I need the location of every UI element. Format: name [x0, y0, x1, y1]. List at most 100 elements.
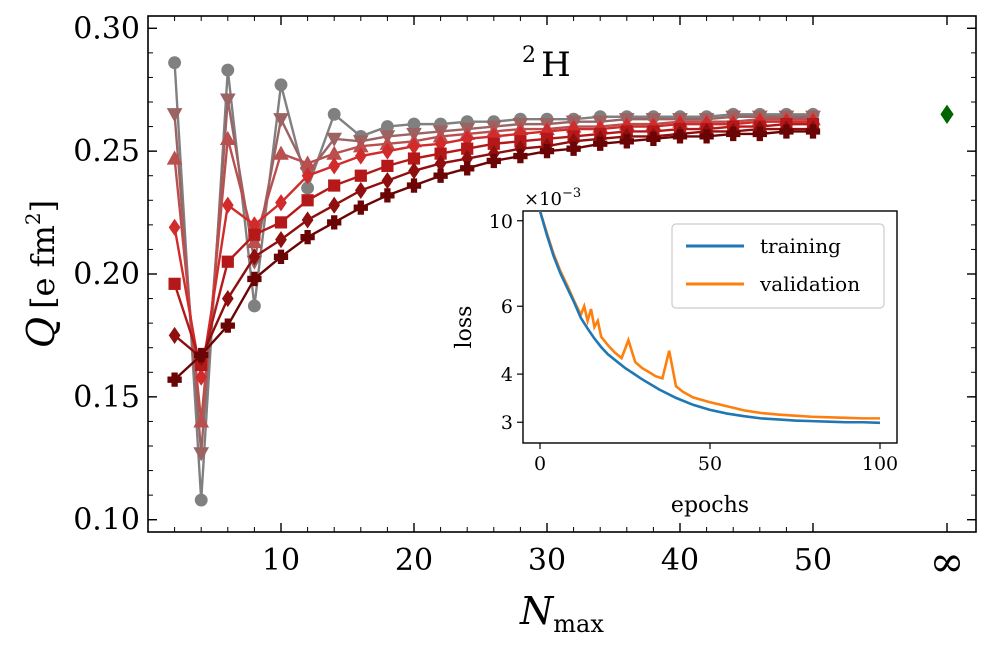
data-point-diamond: [221, 196, 234, 214]
data-point-circle: [327, 107, 341, 121]
data-point-circle: [274, 78, 288, 92]
legend-label-training: training: [760, 234, 841, 258]
data-point-square: [248, 228, 261, 241]
data-point-plus: [619, 134, 634, 149]
inset-scale-exp: −3: [562, 186, 581, 201]
data-point-square: [328, 179, 341, 192]
data-point-plus: [194, 347, 209, 363]
inset-x-tick-label: 50: [698, 453, 722, 475]
inset-y-tick-label: 3: [501, 412, 513, 434]
data-point-plus: [539, 143, 555, 159]
data-point-triangle-down: [273, 113, 289, 128]
data-point-diamond: [248, 248, 261, 266]
data-point-diamond: [354, 181, 367, 200]
nucleus-mass-number: 2: [522, 43, 536, 68]
x-infinity-label: ∞: [930, 537, 965, 586]
data-point-plus: [406, 178, 422, 193]
data-point-square: [274, 216, 288, 229]
inset-y-tick-label: 4: [501, 364, 513, 386]
data-point-plus: [167, 372, 182, 387]
inset-series: [538, 211, 881, 425]
data-point-triangle-down: [326, 132, 343, 147]
inset-x-tick-label: 0: [534, 453, 546, 475]
data-point-diamond: [168, 218, 181, 236]
data-point-circle: [194, 493, 208, 507]
inset-scale-label: ×10−3: [524, 186, 581, 210]
data-point-plus: [247, 271, 262, 287]
x-tick-label: 50: [794, 543, 832, 578]
data-point-plus: [433, 168, 448, 183]
y-tick-label: 0.25: [73, 134, 140, 169]
inset-legend: training validation: [671, 223, 885, 309]
data-point-diamond: [328, 157, 341, 175]
data-point-plus: [752, 126, 767, 142]
data-point-triangle-up: [273, 145, 289, 160]
data-point-plus: [672, 129, 688, 144]
data-point-diamond: [168, 326, 181, 345]
data-point-triangle-down: [166, 108, 183, 123]
data-point-plus: [566, 141, 581, 156]
data-point-circle: [168, 56, 182, 70]
x-tick-label: 40: [661, 543, 699, 578]
y-axis-unit-open: [e fm: [24, 225, 62, 309]
data-point-triangle-down: [219, 93, 236, 108]
data-point-square: [301, 194, 314, 207]
inset-scale-base: ×10: [524, 189, 562, 210]
data-point-diamond: [195, 368, 208, 386]
data-point-triangle-down: [193, 447, 210, 462]
data-point-square: [221, 255, 234, 268]
inset-y-tick-label: 10: [489, 211, 513, 233]
x-tick-label: 30: [528, 543, 566, 578]
data-point-diamond: [940, 104, 954, 124]
data-point-square: [168, 277, 181, 290]
inset-ticks: 0 50 100 3 4 6 10: [489, 211, 898, 475]
main-series: [166, 56, 954, 507]
x-axis-subscript: max: [553, 610, 604, 638]
data-point-plus: [300, 229, 315, 245]
data-point-plus: [779, 124, 794, 139]
data-point-plus: [327, 215, 342, 230]
data-point-diamond: [301, 167, 314, 185]
data-point-triangle-up: [219, 130, 236, 145]
data-point-circle: [247, 299, 261, 313]
x-axis-title: Nmax: [519, 589, 604, 638]
inset-y-tick-label: 6: [501, 296, 513, 318]
data-point-triangle-up: [193, 413, 210, 428]
data-point-plus: [460, 161, 475, 176]
data-point-square: [354, 169, 367, 182]
y-tick-label: 0.15: [73, 380, 140, 415]
nucleus-annotation: 2 H: [522, 43, 571, 85]
extrapolated-point: [940, 104, 954, 124]
data-point-diamond: [328, 196, 341, 214]
data-point-plus: [380, 188, 395, 203]
data-point-diamond: [275, 231, 287, 249]
x-tick-label: 20: [395, 543, 433, 578]
y-axis-title: Q [e fm2]: [19, 200, 63, 348]
data-point-plus: [699, 129, 714, 144]
data-point-diamond: [221, 289, 234, 308]
y-axis-symbol: Q: [19, 317, 63, 348]
data-point-plus: [220, 318, 235, 333]
data-point-diamond: [301, 211, 314, 229]
y-axis-unit-sup: 2: [21, 212, 45, 225]
data-point-diamond: [275, 194, 287, 212]
y-axis-unit-close: ]: [24, 200, 62, 212]
data-point-triangle-up: [166, 150, 183, 165]
data-point-circle: [221, 63, 235, 77]
nucleus-symbol: H: [541, 45, 571, 85]
data-point-plus: [593, 136, 608, 151]
y-tick-label: 0.20: [73, 257, 140, 292]
inset-x-tick-label: 100: [862, 453, 898, 475]
y-tick-label: 0.10: [73, 503, 140, 538]
data-point-square: [381, 159, 394, 172]
data-point-plus: [646, 131, 661, 147]
series-hw7: [167, 124, 821, 387]
inset-line-training: [538, 211, 881, 425]
data-point-plus: [486, 153, 501, 169]
y-tick-label: 0.30: [73, 11, 140, 46]
inset-y-axis-title: loss: [452, 306, 477, 349]
data-point-plus: [726, 126, 741, 142]
legend-label-validation: validation: [759, 272, 860, 296]
x-axis-symbol: N: [519, 589, 555, 633]
